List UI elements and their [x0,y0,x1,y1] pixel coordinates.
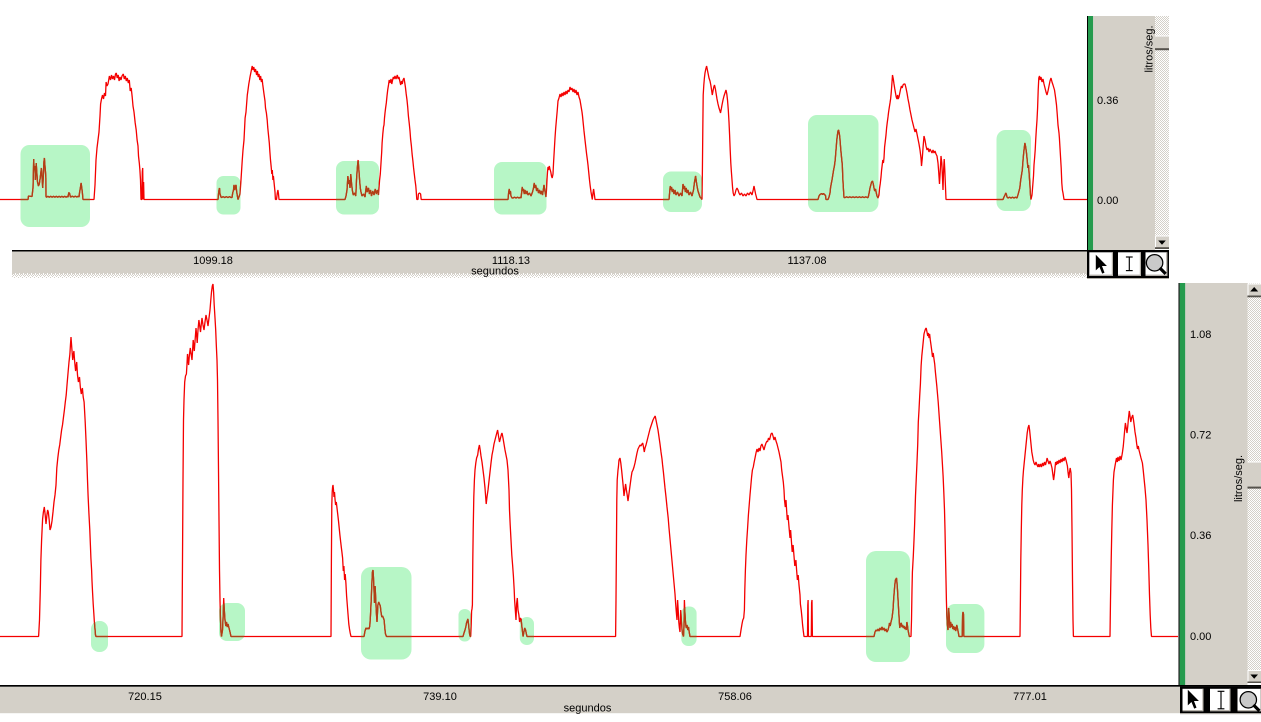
svg-text:segundos: segundos [564,703,612,715]
svg-text:0.00: 0.00 [1190,631,1211,643]
svg-text:litros/seg.: litros/seg. [1233,455,1245,502]
svg-text:1118.13: 1118.13 [492,255,530,267]
svg-text:0.72: 0.72 [1190,429,1211,441]
svg-text:758.06: 758.06 [718,691,752,703]
svg-text:0.00: 0.00 [1097,195,1118,207]
svg-text:segundos: segundos [471,266,519,278]
svg-text:0.36: 0.36 [1097,95,1118,107]
svg-text:720.15: 720.15 [128,691,162,703]
svg-text:litros/seg.: litros/seg. [1144,25,1156,72]
svg-text:739.10: 739.10 [423,691,457,703]
svg-text:1099.18: 1099.18 [193,255,233,267]
svg-text:1.08: 1.08 [1190,329,1211,341]
svg-text:0.36: 0.36 [1190,530,1211,542]
svg-text:777.01: 777.01 [1013,691,1047,703]
svg-text:1137.08: 1137.08 [788,255,827,267]
